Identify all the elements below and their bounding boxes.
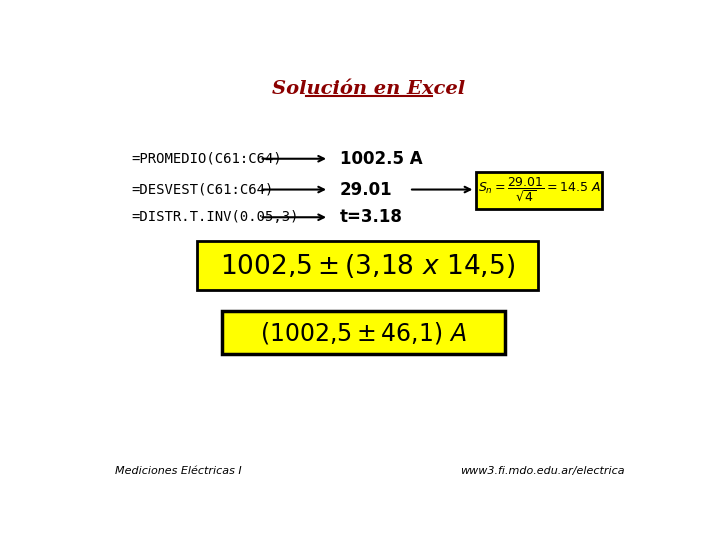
Text: $\mathit{(1002{,}5 \pm 46{,}1)\ A}$: $\mathit{(1002{,}5 \pm 46{,}1)\ A}$ <box>260 320 467 346</box>
Text: =DISTR.T.INV(0.05,3): =DISTR.T.INV(0.05,3) <box>132 210 300 224</box>
FancyBboxPatch shape <box>476 172 603 209</box>
Text: $\mathit{1002{,}5 \pm (3{,}18\ x\ 14{,}5)}$: $\mathit{1002{,}5 \pm (3{,}18\ x\ 14{,}5… <box>220 252 515 280</box>
Text: $\mathit{S_n = \dfrac{29.01}{\sqrt{4}} = 14.5\ A}$: $\mathit{S_n = \dfrac{29.01}{\sqrt{4}} =… <box>477 176 600 204</box>
FancyBboxPatch shape <box>222 311 505 354</box>
Text: 29.01: 29.01 <box>340 180 392 199</box>
FancyBboxPatch shape <box>197 241 538 291</box>
Text: www3.fi.mdo.edu.ar/electrica: www3.fi.mdo.edu.ar/electrica <box>460 467 625 476</box>
Text: 1002.5 A: 1002.5 A <box>340 150 423 168</box>
Text: t=3.18: t=3.18 <box>340 208 402 226</box>
Text: Mediciones Eléctricas I: Mediciones Eléctricas I <box>115 467 241 476</box>
Text: =DESVEST(C61:C64): =DESVEST(C61:C64) <box>132 183 274 197</box>
Text: Solución en Excel: Solución en Excel <box>272 80 466 98</box>
Text: =PROMEDIO(C61:C64): =PROMEDIO(C61:C64) <box>132 152 282 166</box>
